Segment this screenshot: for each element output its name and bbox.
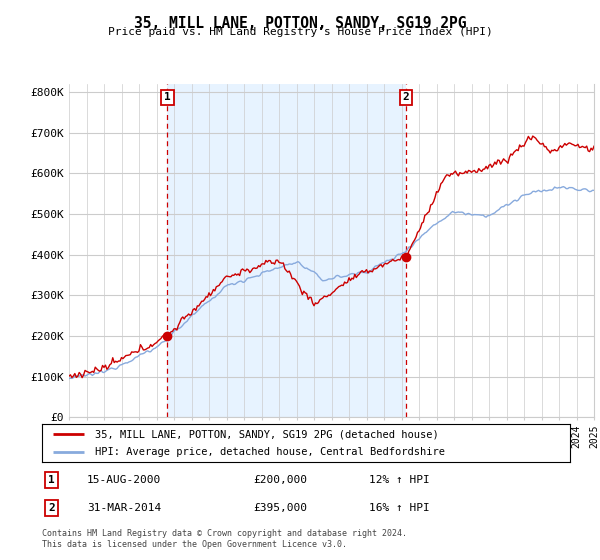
Text: HPI: Average price, detached house, Central Bedfordshire: HPI: Average price, detached house, Cent… xyxy=(95,447,445,457)
Text: 15-AUG-2000: 15-AUG-2000 xyxy=(87,475,161,485)
Text: £200,000: £200,000 xyxy=(253,475,307,485)
Text: 1: 1 xyxy=(49,475,55,485)
Text: 35, MILL LANE, POTTON, SANDY, SG19 2PG (detached house): 35, MILL LANE, POTTON, SANDY, SG19 2PG (… xyxy=(95,429,439,439)
Text: 35, MILL LANE, POTTON, SANDY, SG19 2PG: 35, MILL LANE, POTTON, SANDY, SG19 2PG xyxy=(134,16,466,31)
Text: 12% ↑ HPI: 12% ↑ HPI xyxy=(370,475,430,485)
Text: 2: 2 xyxy=(403,92,409,102)
Text: Contains HM Land Registry data © Crown copyright and database right 2024.
This d: Contains HM Land Registry data © Crown c… xyxy=(42,529,407,549)
Text: £395,000: £395,000 xyxy=(253,503,307,514)
Text: 31-MAR-2014: 31-MAR-2014 xyxy=(87,503,161,514)
Text: 2: 2 xyxy=(49,503,55,514)
Text: 16% ↑ HPI: 16% ↑ HPI xyxy=(370,503,430,514)
Text: 1: 1 xyxy=(164,92,171,102)
Bar xyxy=(167,84,406,417)
Text: Price paid vs. HM Land Registry's House Price Index (HPI): Price paid vs. HM Land Registry's House … xyxy=(107,27,493,38)
